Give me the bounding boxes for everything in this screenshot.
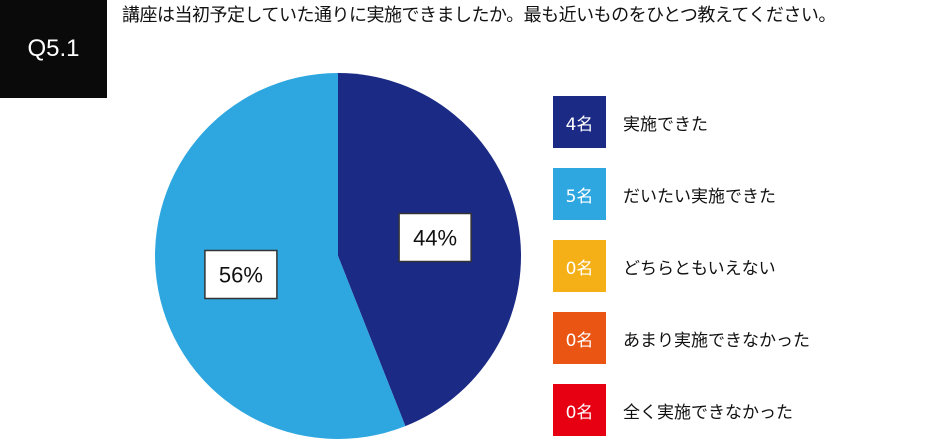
pie-label-box-implemented <box>398 212 472 263</box>
pie-label-box-mostly-implemented <box>204 249 278 300</box>
legend-swatch-mostly-not-implemented: 0名 <box>553 312 606 364</box>
legend-swatch-neither: 0名 <box>553 240 606 292</box>
pie-label-implemented: 44% <box>413 226 457 251</box>
legend-item-mostly-implemented: 5名 だいたい実施できた <box>553 168 913 220</box>
legend-swatch-mostly-implemented: 5名 <box>553 168 606 220</box>
question-number-badge: Q5.1 <box>0 0 107 98</box>
legend-label-neither: どちらともいえない <box>623 258 776 279</box>
legend-swatch-not-implemented: 0名 <box>553 384 606 436</box>
legend-count-not-implemented: 0名 <box>565 402 594 423</box>
question-number: Q5.1 <box>27 35 80 62</box>
legend-item-mostly-not-implemented: 0名 あまり実施できなかった <box>553 312 913 364</box>
pie-label-mostly-implemented: 56% <box>219 263 263 288</box>
legend-count-neither: 0名 <box>565 258 594 279</box>
legend-count-implemented: 4名 <box>565 114 594 135</box>
legend-label-implemented: 実施できた <box>623 114 708 135</box>
legend-label-not-implemented: 全く実施できなかった <box>623 402 793 423</box>
legend-item-implemented: 4名 実施できた <box>553 96 913 148</box>
legend-count-mostly-not-implemented: 0名 <box>565 330 594 351</box>
legend-label-mostly-not-implemented: あまり実施できなかった <box>623 330 810 351</box>
legend-item-neither: 0名 どちらともいえない <box>553 240 913 292</box>
question-text: 講座は当初予定していた通りに実施できましたか。最も近いものをひとつ教えてください… <box>122 5 836 26</box>
legend-item-not-implemented: 0名 全く実施できなかった <box>553 384 913 436</box>
legend-swatch-implemented: 4名 <box>553 96 606 148</box>
legend-label-mostly-implemented: だいたい実施できた <box>623 186 776 207</box>
legend-count-mostly-implemented: 5名 <box>565 186 594 207</box>
pie-slice-mostly-implemented <box>155 73 406 440</box>
